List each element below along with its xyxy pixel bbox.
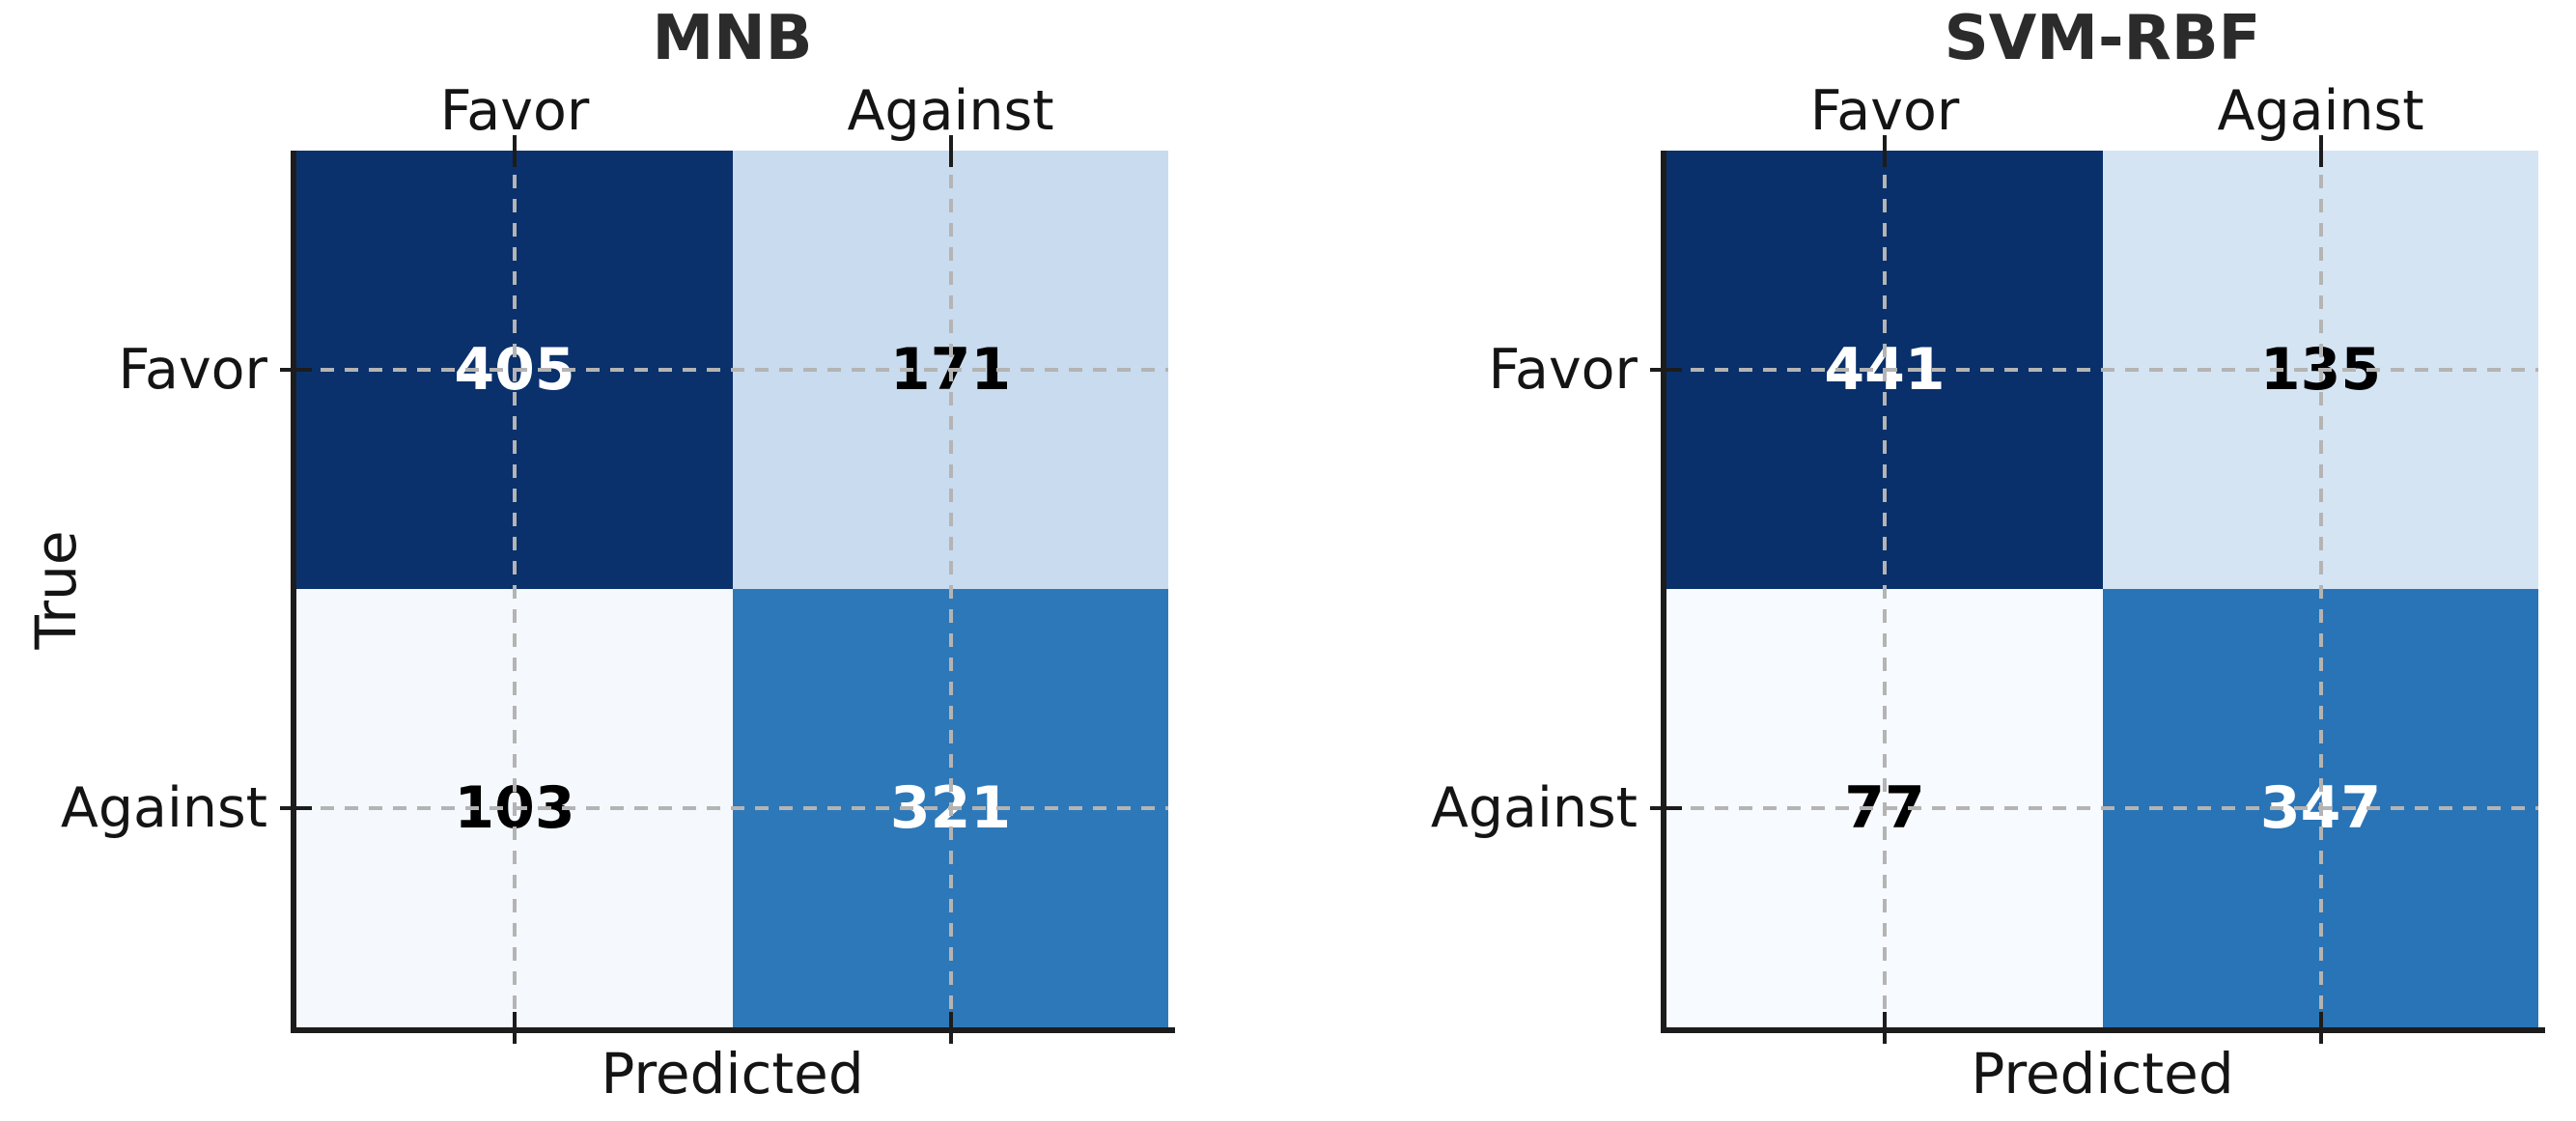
axis-spine-left [1661,151,1666,1033]
row-label-against: Against [60,776,267,840]
y-axis-label-true: True [23,530,89,650]
axis-spine-bottom [291,1027,1175,1033]
gridline-horizontal [1666,368,2538,372]
gridline-vertical [2319,151,2323,1027]
gridline-vertical [513,151,517,1027]
row-label-favor: Favor [1488,338,1638,402]
gridline-horizontal [296,368,1168,372]
tick-mark-top [1883,135,1887,167]
col-label-against: Against [847,79,1054,143]
col-label-favor: Favor [439,79,590,143]
x-axis-label-predicted: Predicted [601,1041,864,1107]
gridline-horizontal [296,806,1168,810]
panel-title-mnb: MNB [652,3,813,74]
tick-mark-top [513,135,517,167]
tick-mark-top [949,135,953,167]
col-label-favor: Favor [1809,79,1960,143]
panel-title-svm-rbf: SVM-RBF [1944,3,2261,74]
gridline-vertical [1883,151,1887,1027]
gridline-horizontal [1666,806,2538,810]
axis-spine-bottom [1661,1027,2545,1033]
row-label-against: Against [1430,776,1638,840]
axis-spine-left [291,151,296,1033]
row-label-favor: Favor [118,338,267,402]
tick-mark-top [2319,135,2323,167]
x-axis-label-predicted: Predicted [1971,1041,2234,1107]
col-label-against: Against [2217,79,2424,143]
gridline-vertical [949,151,953,1027]
